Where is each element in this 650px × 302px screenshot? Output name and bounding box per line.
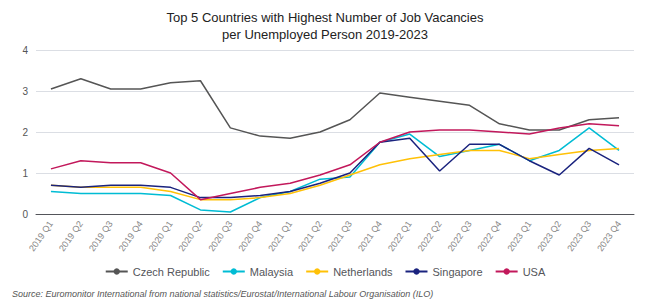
svg-text:2022 Q2: 2022 Q2 <box>416 219 444 253</box>
svg-text:2021 Q3: 2021 Q3 <box>326 219 354 253</box>
svg-text:2019 Q1: 2019 Q1 <box>27 219 55 253</box>
svg-text:2023 Q4: 2023 Q4 <box>595 219 623 253</box>
svg-text:2020 Q1: 2020 Q1 <box>147 219 175 253</box>
svg-text:1: 1 <box>22 168 28 179</box>
svg-text:Singapore: Singapore <box>432 266 482 278</box>
svg-text:2019 Q2: 2019 Q2 <box>57 219 85 253</box>
svg-text:Netherlands: Netherlands <box>333 266 393 278</box>
svg-text:2023 Q2: 2023 Q2 <box>535 219 563 253</box>
svg-text:2023 Q1: 2023 Q1 <box>505 219 533 253</box>
svg-text:2019 Q3: 2019 Q3 <box>87 219 115 253</box>
svg-text:2022 Q3: 2022 Q3 <box>446 219 474 253</box>
svg-text:2022 Q1: 2022 Q1 <box>386 219 414 253</box>
svg-text:2021 Q2: 2021 Q2 <box>296 219 324 253</box>
svg-text:2021 Q1: 2021 Q1 <box>266 219 294 253</box>
svg-text:Malaysia: Malaysia <box>250 266 294 278</box>
svg-text:USA: USA <box>523 266 546 278</box>
svg-text:4: 4 <box>22 45 28 56</box>
svg-text:per Unemployed Person 2019-202: per Unemployed Person 2019-2023 <box>222 27 428 42</box>
svg-text:0: 0 <box>22 209 28 220</box>
svg-text:2020 Q4: 2020 Q4 <box>236 219 264 253</box>
svg-text:Source: Euromonitor Internatio: Source: Euromonitor International from n… <box>12 289 433 299</box>
svg-text:2020 Q2: 2020 Q2 <box>177 219 205 253</box>
svg-text:Czech Republic: Czech Republic <box>133 266 211 278</box>
svg-text:Top 5 Countries with Highest N: Top 5 Countries with Highest Number of J… <box>167 10 484 25</box>
svg-text:2020 Q3: 2020 Q3 <box>206 219 234 253</box>
svg-text:2023 Q3: 2023 Q3 <box>565 219 593 253</box>
svg-text:2021 Q4: 2021 Q4 <box>356 219 384 253</box>
svg-text:3: 3 <box>22 86 28 97</box>
svg-text:2022 Q4: 2022 Q4 <box>476 219 504 253</box>
svg-text:2: 2 <box>22 127 28 138</box>
svg-text:2019 Q4: 2019 Q4 <box>117 219 145 253</box>
